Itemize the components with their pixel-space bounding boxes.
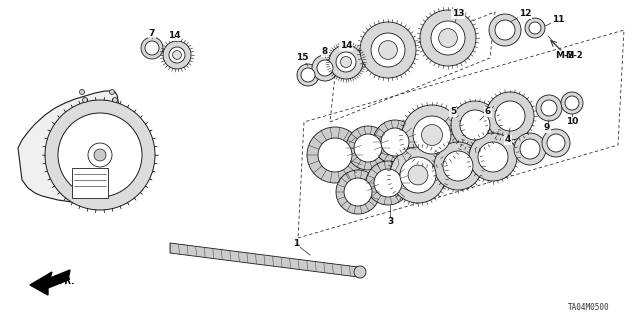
Circle shape bbox=[451, 101, 499, 149]
Circle shape bbox=[381, 128, 409, 156]
Circle shape bbox=[329, 45, 363, 79]
Circle shape bbox=[561, 92, 583, 114]
Circle shape bbox=[307, 127, 363, 183]
Circle shape bbox=[80, 135, 120, 175]
Circle shape bbox=[346, 126, 390, 170]
Circle shape bbox=[58, 113, 142, 197]
Circle shape bbox=[145, 41, 159, 55]
Circle shape bbox=[379, 41, 397, 59]
Circle shape bbox=[438, 29, 458, 47]
Text: 10: 10 bbox=[566, 117, 578, 127]
Text: 11: 11 bbox=[552, 16, 564, 25]
Circle shape bbox=[141, 37, 163, 59]
Circle shape bbox=[373, 120, 417, 164]
Circle shape bbox=[547, 134, 565, 152]
Circle shape bbox=[402, 105, 462, 165]
Circle shape bbox=[422, 124, 442, 145]
Circle shape bbox=[413, 116, 451, 154]
Circle shape bbox=[297, 64, 319, 86]
Circle shape bbox=[344, 178, 372, 206]
Circle shape bbox=[312, 55, 338, 81]
Circle shape bbox=[431, 21, 465, 55]
Circle shape bbox=[541, 100, 557, 116]
Circle shape bbox=[360, 22, 416, 78]
Text: 15: 15 bbox=[296, 54, 308, 63]
Circle shape bbox=[565, 96, 579, 110]
Circle shape bbox=[529, 22, 541, 34]
Circle shape bbox=[79, 90, 84, 94]
Circle shape bbox=[340, 56, 351, 68]
Circle shape bbox=[536, 95, 562, 121]
Text: 4: 4 bbox=[505, 136, 511, 145]
Text: 6: 6 bbox=[485, 108, 491, 116]
Polygon shape bbox=[18, 91, 120, 202]
Text: 3: 3 bbox=[387, 218, 393, 226]
Circle shape bbox=[354, 266, 366, 278]
Circle shape bbox=[318, 138, 352, 172]
Circle shape bbox=[469, 133, 517, 181]
Text: 8: 8 bbox=[322, 48, 328, 56]
Text: 5: 5 bbox=[450, 108, 456, 116]
Circle shape bbox=[495, 20, 515, 40]
Text: 13: 13 bbox=[452, 10, 464, 19]
Circle shape bbox=[514, 133, 546, 165]
Circle shape bbox=[113, 98, 118, 102]
Circle shape bbox=[173, 51, 181, 59]
Circle shape bbox=[495, 101, 525, 131]
Text: 12: 12 bbox=[519, 10, 531, 19]
Text: TA04M0500: TA04M0500 bbox=[568, 303, 610, 312]
Circle shape bbox=[163, 41, 191, 69]
Text: 1: 1 bbox=[293, 240, 299, 249]
Circle shape bbox=[83, 98, 88, 102]
Circle shape bbox=[301, 68, 315, 82]
Text: M-2: M-2 bbox=[556, 50, 575, 60]
Text: 14: 14 bbox=[340, 41, 352, 50]
Circle shape bbox=[169, 47, 185, 63]
Circle shape bbox=[478, 142, 508, 172]
Text: 7: 7 bbox=[149, 28, 155, 38]
Circle shape bbox=[374, 169, 402, 197]
Text: 9: 9 bbox=[544, 123, 550, 132]
Circle shape bbox=[45, 100, 155, 210]
Circle shape bbox=[354, 134, 382, 162]
Circle shape bbox=[109, 90, 115, 94]
Circle shape bbox=[420, 10, 476, 66]
Circle shape bbox=[336, 170, 380, 214]
Circle shape bbox=[520, 139, 540, 159]
Circle shape bbox=[489, 14, 521, 46]
Text: M-2: M-2 bbox=[565, 50, 583, 60]
Circle shape bbox=[408, 165, 428, 185]
Circle shape bbox=[88, 143, 112, 167]
Circle shape bbox=[434, 142, 482, 190]
Text: 14: 14 bbox=[168, 32, 180, 41]
Polygon shape bbox=[170, 243, 358, 277]
Circle shape bbox=[336, 52, 356, 72]
Bar bbox=[72, 168, 108, 198]
Polygon shape bbox=[30, 270, 70, 295]
Circle shape bbox=[371, 33, 405, 67]
Circle shape bbox=[525, 18, 545, 38]
Circle shape bbox=[94, 149, 106, 161]
Circle shape bbox=[366, 161, 410, 205]
Circle shape bbox=[486, 92, 534, 140]
Circle shape bbox=[460, 110, 490, 140]
Circle shape bbox=[317, 60, 333, 76]
Circle shape bbox=[390, 147, 446, 203]
Text: FR.: FR. bbox=[58, 278, 74, 286]
Circle shape bbox=[443, 151, 473, 181]
Circle shape bbox=[400, 157, 436, 193]
Circle shape bbox=[542, 129, 570, 157]
